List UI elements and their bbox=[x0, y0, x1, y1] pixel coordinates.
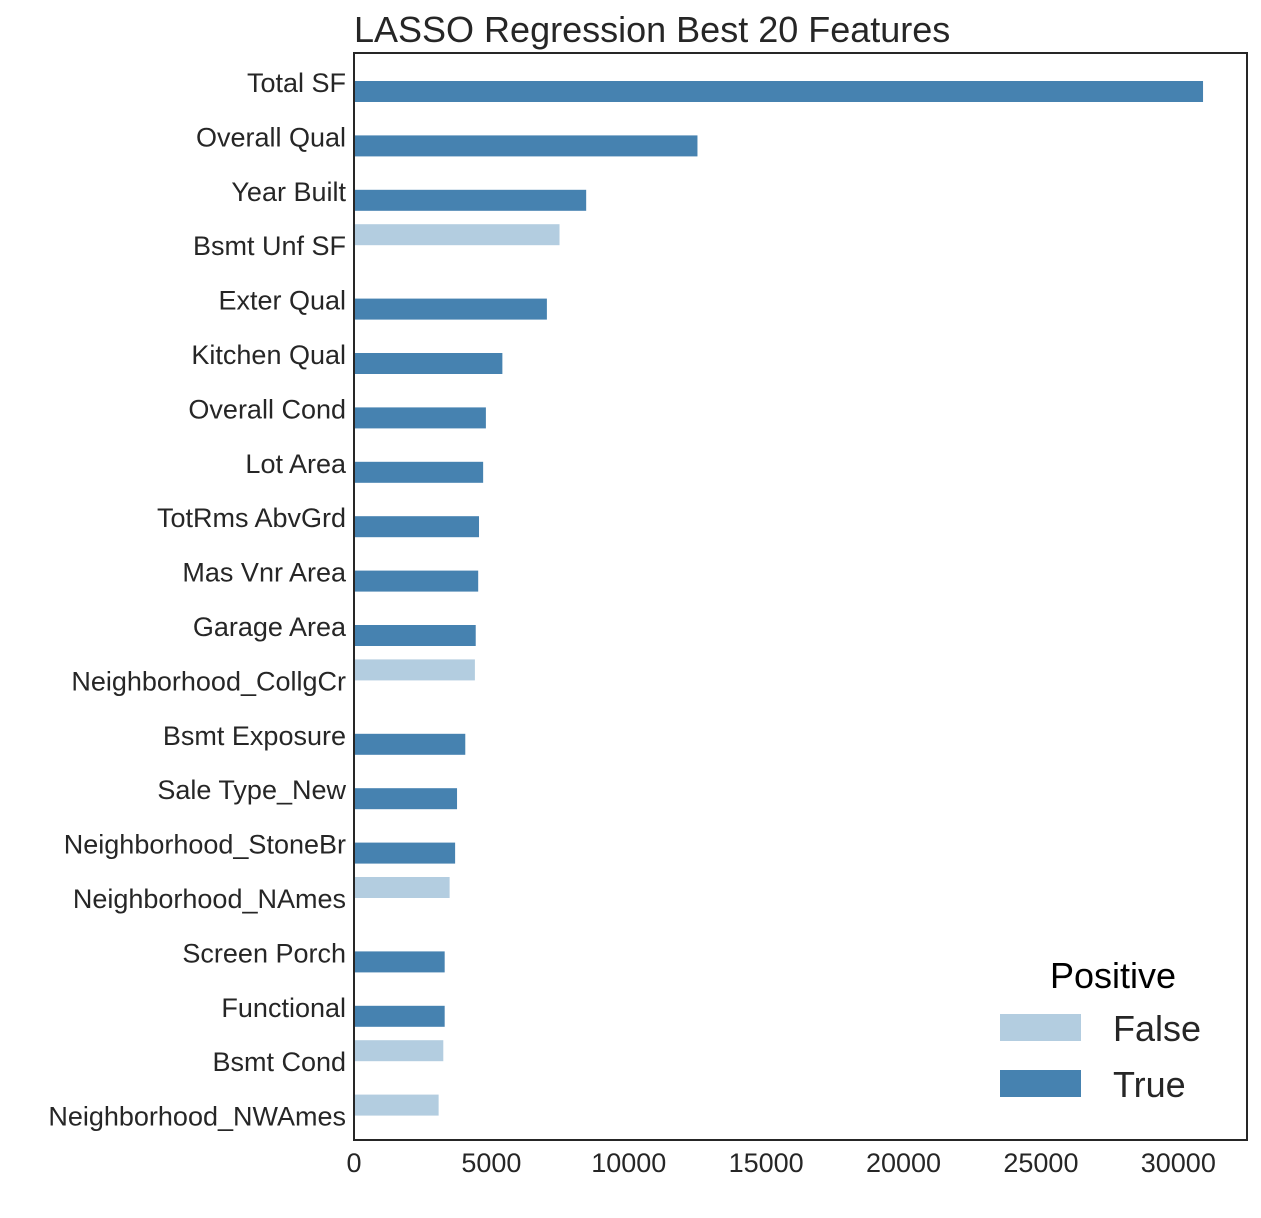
y-tick-label: Mas Vnr Area bbox=[182, 558, 347, 588]
y-tick-label: Functional bbox=[221, 993, 346, 1023]
y-tick-label: Neighborhood_CollgCr bbox=[71, 666, 346, 696]
y-tick-label: Neighborhood_StoneBr bbox=[64, 830, 346, 860]
bar-overall-cond bbox=[354, 407, 486, 429]
bar-neighborhood-nwames bbox=[354, 1094, 439, 1116]
x-tick-label: 5000 bbox=[461, 1148, 521, 1178]
bars-group bbox=[354, 81, 1204, 1116]
y-tick-labels: Total SF Overall Qual Year Built Bsmt Unf S… bbox=[48, 68, 347, 1132]
y-tick-label: Overall Qual bbox=[196, 122, 346, 152]
bar-totrms-abvgrd bbox=[354, 516, 480, 538]
legend-label-false: False bbox=[1113, 1008, 1201, 1049]
y-tick-label: Year Built bbox=[231, 177, 346, 207]
y-tick-label: Sale Type_New bbox=[157, 775, 346, 805]
legend-swatch-true bbox=[1000, 1070, 1081, 1097]
x-tick-label: 20000 bbox=[866, 1148, 941, 1178]
bar-neighborhood-collgcr bbox=[354, 659, 475, 681]
x-tick-label: 30000 bbox=[1141, 1148, 1216, 1178]
y-tick-label: Bsmt Exposure bbox=[163, 721, 346, 751]
y-tick-label: Bsmt Unf SF bbox=[193, 231, 346, 261]
bar-functional bbox=[354, 1005, 445, 1027]
y-tick-label: Overall Cond bbox=[188, 394, 346, 424]
chart-title: LASSO Regression Best 20 Features bbox=[354, 9, 950, 50]
bar-overall-qual bbox=[354, 135, 698, 157]
y-tick-label: Bsmt Cond bbox=[212, 1047, 346, 1077]
legend-label-true: True bbox=[1113, 1064, 1186, 1105]
y-tick-label: Neighborhood_NWAmes bbox=[48, 1102, 346, 1132]
y-tick-label: Lot Area bbox=[245, 449, 347, 479]
x-tick-label: 15000 bbox=[729, 1148, 804, 1178]
legend-title: Positive bbox=[1050, 955, 1176, 996]
y-tick-label: Screen Porch bbox=[182, 938, 346, 968]
x-tick-label: 25000 bbox=[1003, 1148, 1078, 1178]
bar-sale-type-new bbox=[354, 788, 458, 810]
bar-neighborhood-stonebr bbox=[354, 842, 456, 864]
plot-frame bbox=[353, 52, 1248, 1141]
y-tick-label: Total SF bbox=[247, 68, 346, 98]
bar-bsmt-exposure bbox=[354, 733, 466, 755]
bar-neighborhood-names bbox=[354, 877, 450, 898]
y-tick-label: Neighborhood_NAmes bbox=[73, 884, 346, 914]
bar-year-built bbox=[354, 189, 587, 211]
bar-kitchen-qual bbox=[354, 353, 503, 374]
bar-mas-vnr-area bbox=[354, 570, 479, 592]
bar-exter-qual bbox=[354, 298, 547, 320]
legend: Positive False True bbox=[1000, 955, 1201, 1105]
bar-lot-area bbox=[354, 461, 484, 483]
y-tick-label: TotRms AbvGrd bbox=[157, 503, 346, 533]
bar-screen-porch bbox=[354, 951, 445, 973]
y-tick-label: Garage Area bbox=[193, 612, 347, 642]
bar-bsmt-unf-sf bbox=[354, 224, 560, 246]
bar-garage-area bbox=[354, 625, 476, 646]
legend-swatch-false bbox=[1000, 1014, 1081, 1041]
bar-bsmt-cond bbox=[354, 1040, 444, 1062]
y-tick-label: Exter Qual bbox=[218, 286, 346, 316]
x-tick-labels: 0 5000 10000 15000 20000 25000 30000 bbox=[346, 1148, 1215, 1178]
bar-total-sf bbox=[354, 81, 1204, 102]
y-tick-label: Kitchen Qual bbox=[191, 340, 346, 370]
x-tick-label: 0 bbox=[346, 1148, 361, 1178]
x-tick-label: 10000 bbox=[591, 1148, 666, 1178]
